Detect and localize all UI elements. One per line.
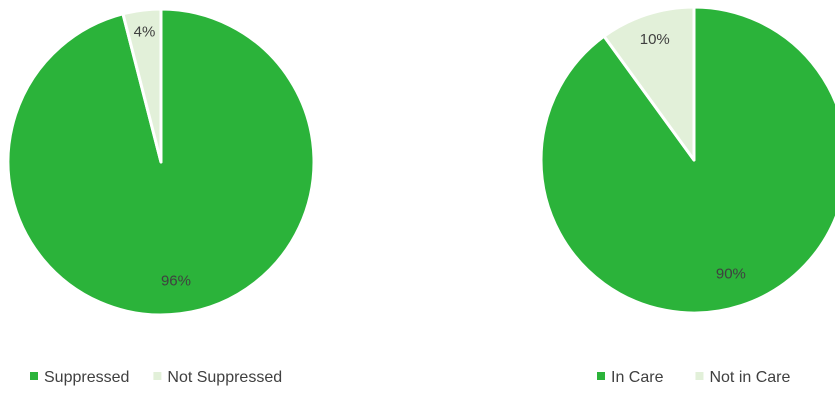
- pie-slice-not-suppressed: [121, 7, 163, 164]
- legend-label-not-suppressed: Not Suppressed: [167, 369, 282, 386]
- care-pie-chart: 90% 10% In Care Not in Care: [539, 5, 835, 386]
- legend-swatch-not-in-care: [695, 372, 704, 380]
- legend-swatch-in-care: [597, 372, 605, 380]
- legend-label-in-care: In Care: [611, 369, 664, 386]
- data-label-not-suppressed: 4%: [134, 23, 156, 40]
- pie-slice-in-care: [539, 5, 835, 315]
- legend-label-not-in-care: Not in Care: [709, 369, 790, 386]
- legend-label-suppressed: Suppressed: [44, 369, 129, 386]
- data-label-in-care: 90%: [716, 265, 746, 282]
- pie-slice-not-in-care: [602, 5, 696, 162]
- legend-swatch-suppressed: [30, 372, 38, 380]
- data-label-not-in-care: 10%: [640, 31, 670, 48]
- legend-swatch-not-suppressed: [153, 372, 162, 380]
- data-label-suppressed: 96%: [161, 272, 191, 289]
- suppression-pie-chart: 96% 4% Suppressed Not Suppressed: [6, 7, 316, 386]
